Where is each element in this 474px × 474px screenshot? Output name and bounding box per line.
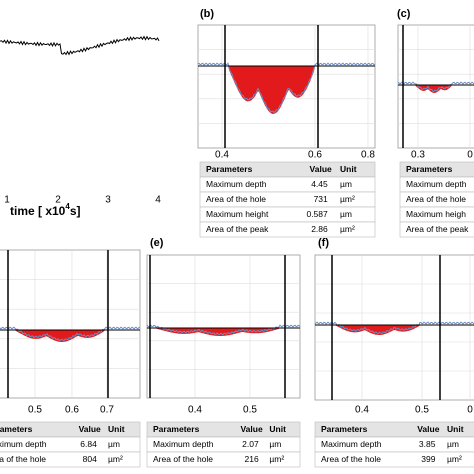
table-header-cell: Value <box>417 424 439 434</box>
table-cell: µm² <box>269 454 284 464</box>
hole-fill <box>228 66 315 114</box>
profile-line <box>0 326 141 342</box>
hole-fill <box>155 328 280 336</box>
table-cell: Area of the hole <box>0 454 46 464</box>
table-cell: µm² <box>447 454 462 464</box>
table-header-cell: Value <box>310 164 332 174</box>
table-cell: Maximum depth <box>321 439 382 449</box>
table-cell: Maximum depth <box>153 439 214 449</box>
profile-line <box>314 321 474 335</box>
x-tick-label: 0.5 <box>28 405 42 416</box>
time-tick-label: 1 <box>4 195 10 206</box>
table-cell: 6.84 <box>80 439 97 449</box>
table-cell: µm² <box>108 454 123 464</box>
table-cell: Area of the hole <box>321 454 381 464</box>
table-header-cell: Value <box>79 424 101 434</box>
panel-label: (b) <box>200 8 214 20</box>
x-tick-label: 0 <box>467 405 473 416</box>
table-header-cell: Parameters <box>206 164 253 174</box>
table-cell: 4.45 <box>311 179 328 189</box>
table-row <box>399 176 474 193</box>
table-cell: Area of the peak <box>206 224 269 234</box>
plot-area <box>146 254 301 399</box>
table-row <box>0 451 141 468</box>
table-header-cell: Parameters <box>321 424 368 434</box>
table-cell: Area of the peak <box>406 224 469 234</box>
table-row <box>146 451 301 468</box>
table-row <box>399 191 474 208</box>
x-tick-label: 0.4 <box>355 405 369 416</box>
table-cell: 216 <box>245 454 259 464</box>
x-tick-label: 0.7 <box>100 405 114 416</box>
x-tick-label: 0.3 <box>411 150 425 161</box>
table-cell: 3.85 <box>419 439 436 449</box>
profile-line <box>197 62 376 114</box>
table-cell: Area of the hole <box>153 454 213 464</box>
hole-fill <box>335 325 420 335</box>
x-tick-label: 0.4 <box>188 405 202 416</box>
table-header-cell: Unit <box>447 424 464 434</box>
x-tick-label: 0.6 <box>308 150 322 161</box>
x-tick-label: 0.5 <box>243 405 257 416</box>
table-header-cell: Parameters <box>0 424 33 434</box>
table-row <box>399 221 474 238</box>
table-cell: 2.07 <box>242 439 259 449</box>
panel-label: (c) <box>397 8 411 20</box>
x-tick-label: 0.4 <box>215 150 229 161</box>
time-tick-label: 4 <box>155 195 161 206</box>
table-header <box>399 161 474 178</box>
time-signal <box>0 35 160 56</box>
table-cell: 804 <box>83 454 97 464</box>
table-header-cell: Unit <box>340 164 357 174</box>
table-cell: Maximum heigh <box>406 209 466 219</box>
panel-label: (e) <box>150 237 164 249</box>
table-cell: Maximum depth <box>406 179 467 189</box>
table-cell: 399 <box>421 454 435 464</box>
x-tick-label: 0.6 <box>65 405 79 416</box>
table-cell: Maximum depth <box>206 179 267 189</box>
table-cell: Maximum depth <box>0 439 47 449</box>
plot-area <box>0 249 141 399</box>
table-header-cell: Parameters <box>153 424 200 434</box>
table-cell: 2.86 <box>311 224 328 234</box>
profile-line <box>397 81 474 93</box>
x-tick-label: 0.8 <box>361 150 375 161</box>
time-tick-label: 2 <box>55 195 61 206</box>
table-row <box>199 221 376 238</box>
table-header-cell: Value <box>240 424 262 434</box>
x-tick-label: 0 <box>467 150 473 161</box>
table-row <box>399 206 474 223</box>
table-header-cell: Unit <box>269 424 286 434</box>
table-cell: 0.587 <box>306 209 328 219</box>
time-axis-label: time [ x104s] <box>10 202 80 218</box>
profile-line <box>146 324 301 336</box>
table-cell: 731 <box>314 194 328 204</box>
table-cell: µm <box>447 439 459 449</box>
table-cell: µm <box>108 439 120 449</box>
table-cell: Area of the hole <box>406 194 466 204</box>
panel-label: (f) <box>318 237 329 249</box>
table-cell: µm² <box>340 224 355 234</box>
table-cell: Maximum height <box>206 209 269 219</box>
table-row <box>314 451 474 468</box>
table-header-cell: Parameters <box>406 164 453 174</box>
table-cell: µm <box>340 179 352 189</box>
table-cell: µm <box>269 439 281 449</box>
table-header-cell: Unit <box>108 424 125 434</box>
hole-fill <box>15 330 105 342</box>
x-tick-label: 0.5 <box>415 405 429 416</box>
table-cell: µm² <box>340 194 355 204</box>
table-cell: µm <box>340 209 352 219</box>
time-tick-label: 3 <box>105 195 111 206</box>
table-cell: Area of the hole <box>206 194 266 204</box>
